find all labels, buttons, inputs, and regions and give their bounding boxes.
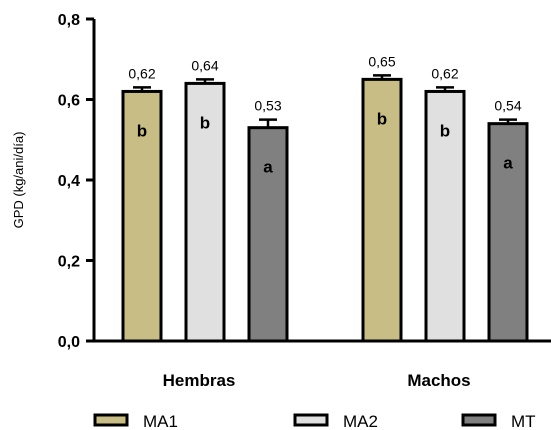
legend-label: MA2	[343, 412, 378, 430]
legend-label: MT	[511, 412, 536, 430]
legend-swatch	[461, 413, 497, 427]
data-label: 0,64	[191, 57, 218, 73]
y-tick-label: 0,4	[58, 173, 80, 190]
significance-letter: b	[137, 121, 147, 140]
bar	[184, 81, 226, 343]
bars	[121, 74, 529, 343]
legend-label: MA1	[143, 412, 178, 430]
x-tick-label: Hembras	[163, 371, 236, 390]
legend: MA1 MA2 MT	[93, 412, 536, 430]
y-tick-label: 0,6	[58, 93, 80, 110]
bar	[247, 126, 289, 343]
data-label: 0,62	[431, 65, 458, 81]
data-label: 0,65	[368, 53, 395, 69]
y-axis-label: GPD (kg/ani/día)	[11, 132, 26, 229]
data-label: 0,53	[254, 98, 281, 114]
data-label: 0,62	[128, 65, 155, 81]
significance-letter: b	[200, 113, 210, 132]
labels: 0,62 b 0,64 b 0,53 a 0,65 b 0,62 b 0,54 a Hembras Mac…	[128, 53, 521, 390]
y-tick-label: 0,8	[58, 12, 80, 29]
legend-swatch	[293, 413, 329, 427]
axes: 0,0 0,2 0,4 0,6 0,8	[58, 12, 551, 351]
data-label: 0,54	[494, 98, 521, 114]
significance-letter: a	[263, 158, 273, 177]
bar	[361, 77, 403, 343]
bar	[121, 89, 163, 343]
bar	[487, 122, 529, 343]
significance-letter: a	[503, 154, 513, 173]
x-tick-label: Machos	[407, 371, 470, 390]
legend-swatch	[93, 413, 129, 427]
y-tick-label: 0,0	[58, 334, 80, 351]
bar	[424, 89, 466, 343]
significance-letter: b	[377, 109, 387, 128]
y-tick-label: 0,2	[58, 254, 80, 271]
significance-letter: b	[440, 121, 450, 140]
